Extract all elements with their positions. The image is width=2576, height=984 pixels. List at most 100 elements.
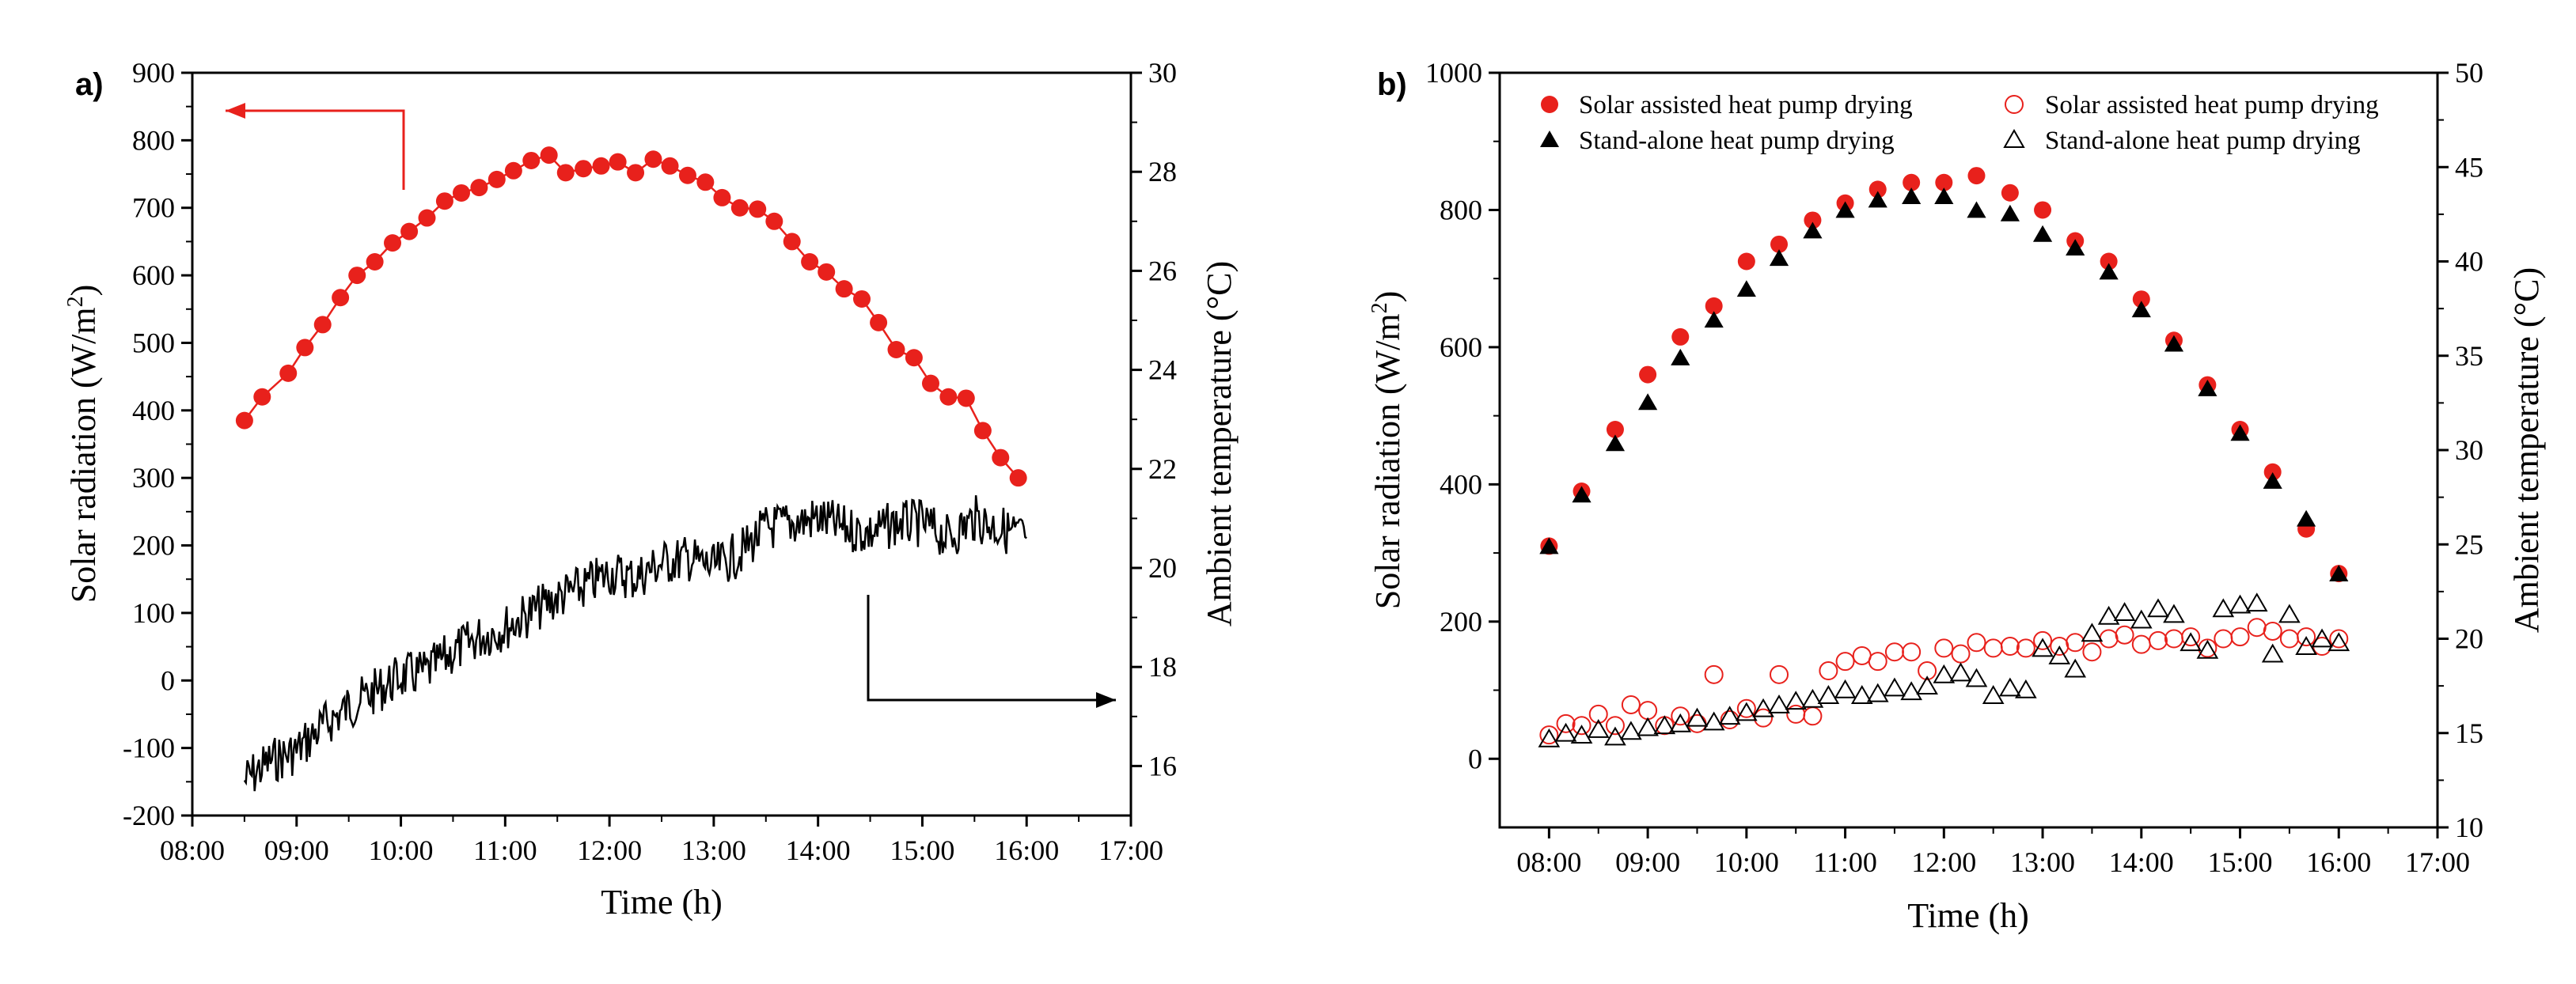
solar-radiation-point [957, 389, 975, 407]
solar-radiation-point [384, 234, 402, 252]
solar-assisted-heat-pump-drying-point [1934, 638, 1954, 658]
solar-assisted-heat-pump-drying-point [1737, 252, 1755, 271]
y-right-tick-label: 30 [1148, 57, 1177, 89]
stand-alone-heat-pump-drying-point [2113, 602, 2136, 622]
solar-assisted-heat-pump-drying-point [1720, 710, 1739, 730]
stand-alone-heat-pump-drying-point [2263, 472, 2282, 489]
stand-alone-heat-pump-drying-point [1538, 728, 1561, 747]
stand-alone-heat-pump-drying-point [2180, 632, 2202, 652]
stand-alone-heat-pump-drying-point [2066, 239, 2085, 256]
solar-assisted-heat-pump-drying-point [1671, 706, 1690, 726]
solar-assisted-heat-pump-drying-point [1572, 716, 1592, 736]
stand-alone-heat-pump-drying-point [1801, 688, 1824, 708]
solar-assisted-heat-pump-drying-point [1819, 661, 1838, 681]
stand-alone-heat-pump-drying-point [2196, 639, 2219, 659]
stand-alone-heat-pump-drying-point [1884, 677, 1906, 697]
solar-assisted-heat-pump-drying-point [1935, 173, 1953, 191]
solar-radiation-point [870, 313, 888, 331]
legend-solar-assisted-open-label: Solar assisted heat pump drying [2045, 91, 2379, 119]
x-tick-label: 12:00 [1911, 846, 1976, 878]
stand-alone-heat-pump-drying-point [1637, 717, 1659, 736]
stand-alone-heat-pump-drying-point [1868, 191, 1887, 208]
stand-alone-heat-pump-drying-point [2064, 658, 2087, 678]
solar-assisted-heat-pump-drying-point [2131, 634, 2151, 654]
solar-radiation-point [488, 170, 506, 188]
solar-radiation-point [992, 448, 1010, 467]
solar-radiation-point [522, 151, 541, 169]
solar-assisted-heat-pump-drying-point [2230, 627, 2250, 647]
solar-assisted-heat-pump-drying-point [2082, 642, 2102, 662]
x-tick-label: 10:00 [369, 835, 434, 866]
x-tick-label: 14:00 [2109, 846, 2174, 878]
stand-alone-heat-pump-drying-point [2099, 263, 2119, 280]
solar-assisted-heat-pump-drying-point [2066, 633, 2085, 653]
solar-assisted-heat-pump-drying-point [1639, 365, 1657, 384]
stand-alone-heat-pump-drying-point [1604, 726, 1626, 746]
y-right-tick-label: 10 [2455, 812, 2483, 843]
solar-assisted-heat-pump-drying-point [2001, 184, 2019, 202]
solar-radiation-point [418, 209, 436, 227]
stand-alone-heat-pump-drying-point [1768, 694, 1790, 713]
stand-alone-heat-pump-drying-point [1570, 725, 1593, 744]
stand-alone-heat-pump-drying-point [2229, 594, 2252, 614]
panel-a-solar-arrow-line [226, 109, 405, 190]
solar-radiation-point [253, 388, 271, 406]
panel-b-legend-right: Solar assisted heat pump drying Stand-al… [2003, 91, 2379, 155]
solar-radiation-point [713, 188, 731, 206]
y-left-tick-label: 800 [1440, 194, 1482, 225]
y-right-tick-label: 40 [2455, 246, 2483, 278]
solar-assisted-heat-pump-drying-point [1621, 694, 1641, 714]
panel-a-label: a) [75, 67, 104, 102]
stand-alone-heat-pump-drying-point [1785, 691, 1808, 710]
y-right-tick-label: 20 [2455, 623, 2483, 655]
y-left-tick-label: 700 [132, 192, 175, 224]
stand-alone-heat-pump-drying-point [1900, 681, 1922, 701]
solar-assisted-heat-pump-drying-point [1835, 652, 1855, 672]
solar-assisted-heat-pump-drying-point [1967, 167, 1986, 185]
stand-alone-heat-pump-drying-point [2097, 605, 2120, 625]
y-left-tick-label: 200 [1440, 606, 1482, 638]
solar-assisted-heat-pump-drying-point [1983, 638, 2003, 658]
panel-b-y-left-label: Solar radiation (W/m2) [1368, 291, 1407, 610]
stand-alone-heat-pump-drying-point [2261, 643, 2284, 663]
panel-a-x-axis: 08:00 09:00 10:00 11:00 12:00 13:00 14:00 15:00… [160, 816, 1163, 866]
panel-b-legend-left: Solar assisted heat pump drying Stand-al… [1540, 91, 1913, 155]
stand-alone-heat-pump-drying-point [2048, 645, 2071, 664]
stand-alone-heat-pump-drying-point [1817, 685, 1840, 704]
solar-assisted-heat-pump-drying-point [1736, 698, 1756, 718]
x-tick-label: 14:00 [786, 835, 851, 866]
solar-assisted-heat-pump-drying-point [1951, 644, 1971, 664]
stand-alone-heat-pump-drying-point [2328, 632, 2350, 652]
solar-radiation-point [235, 411, 253, 430]
solar-radiation-line [243, 153, 1019, 479]
solar-radiation-point [905, 349, 923, 367]
solar-assisted-heat-pump-drying-point [2000, 637, 2020, 657]
legend-stand-alone-open-label: Stand-alone heat pump drying [2045, 127, 2361, 155]
stand-alone-heat-pump-drying-point [2278, 604, 2301, 623]
solar-assisted-heat-pump-drying-point [1605, 716, 1625, 736]
stand-alone-heat-pump-drying-point [1916, 676, 1938, 695]
legend-solar-assisted-filled-label: Solar assisted heat pump drying [1579, 91, 1913, 119]
y-right-tick-label: 50 [2455, 57, 2483, 89]
x-tick-label: 13:00 [2010, 846, 2075, 878]
stand-alone-heat-pump-drying-point [2130, 609, 2153, 629]
stand-alone-heat-pump-drying-point [2015, 679, 2037, 698]
solar-radiation-point [627, 164, 645, 182]
stand-alone-heat-pump-drying-point [2311, 628, 2333, 648]
stand-alone-heat-pump-drying-point [2329, 565, 2349, 582]
solar-assisted-heat-pump-drying-point [1556, 713, 1576, 733]
solar-radiation-point [730, 199, 749, 217]
solar-assisted-heat-pump-drying-point [1868, 180, 1887, 199]
x-tick-label: 13:00 [681, 835, 746, 866]
solar-radiation-point [765, 212, 783, 230]
panel-b-left-axis: 0 200 400 600 800 1000 [1425, 57, 1500, 774]
y-left-tick-label: 400 [132, 395, 175, 426]
legend-solar-assisted-filled-marker [1541, 96, 1558, 113]
solar-assisted-heat-pump-drying-point [1606, 420, 1624, 438]
y-left-tick-label: 900 [132, 57, 175, 89]
legend-stand-alone-filled-marker [1540, 131, 1559, 147]
stand-alone-heat-pump-drying-point [1933, 664, 1956, 683]
panel-b-right-axis: 10 15 20 25 30 35 40 45 50 [2438, 57, 2483, 843]
y-left-tick-label: 800 [132, 124, 175, 156]
y-right-tick-label: 45 [2455, 151, 2483, 183]
